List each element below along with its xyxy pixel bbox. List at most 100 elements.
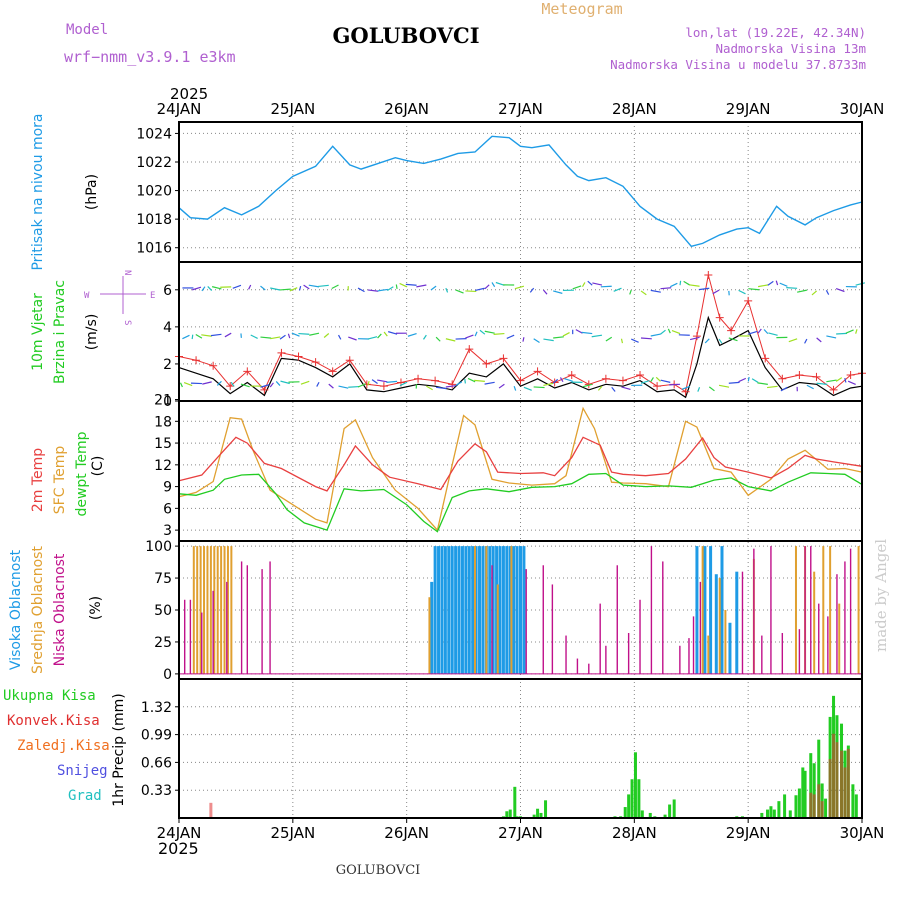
pressure-y-tick-label: 1020 <box>136 184 172 200</box>
wind-direction-arrow <box>825 290 830 295</box>
wind-direction-arrow <box>270 336 281 340</box>
wind-direction-arrow <box>640 337 652 340</box>
cloud-bar-high <box>437 546 441 674</box>
cloud-bar-mid <box>794 546 797 674</box>
wind-direction-arrow <box>386 380 398 384</box>
compass-rose: W E N S <box>84 270 155 325</box>
cloud-bar-low <box>189 599 192 674</box>
wind-y-tick-label: 0 <box>163 394 172 410</box>
wind-direction-arrow <box>572 285 582 290</box>
wind-direction-arrow <box>270 287 281 291</box>
wind-gust-mark <box>533 367 542 376</box>
wind-direction-arrow <box>788 338 798 343</box>
cloud-bar-high <box>519 546 522 674</box>
cloud-bar-mid <box>223 546 226 674</box>
wind-direction-arrow <box>309 332 320 336</box>
pressure-y-tick-label: 1018 <box>136 212 172 228</box>
precip-bar-total <box>508 809 512 818</box>
wind-direction-arrow <box>811 290 818 296</box>
coords-label: lon,lat (19.22E, 42.34N) <box>685 25 866 40</box>
wind-direction-arrow <box>553 336 564 339</box>
wind-direction-arrow <box>757 382 768 385</box>
cloud-bar-mid <box>829 546 832 674</box>
wind-direction-arrow <box>591 334 603 338</box>
wind-direction-arrow <box>747 376 750 382</box>
x-tick-label-top: 30JAN <box>840 100 885 118</box>
precip-bar-total <box>760 812 764 818</box>
cloud-bar-high <box>522 546 526 674</box>
wind-direction-arrow <box>495 281 505 286</box>
cloud-bar-mid <box>220 546 223 674</box>
cloud-side-label-low: Niska Oblacnost <box>52 553 68 666</box>
temperature-y-tick-label: 12 <box>154 458 172 474</box>
wind-direction-arrow <box>395 284 398 289</box>
precip-bar-total <box>801 767 805 818</box>
wind-direction-arrow <box>667 328 671 334</box>
temperature-y-tick-label: 18 <box>154 414 172 430</box>
precip-bar-total <box>817 739 821 818</box>
wind-direction-arrow <box>430 285 437 291</box>
precip-bar-total <box>777 801 781 818</box>
wind-direction-arrow <box>331 284 339 290</box>
year-top: 2025 <box>170 85 208 103</box>
cloud-bar-high <box>735 571 739 674</box>
wind-direction-arrow <box>587 280 593 286</box>
cloud-y-tick-label: 50 <box>154 603 172 619</box>
wind-direction-arrow <box>704 338 710 344</box>
compass-west: W <box>84 291 90 301</box>
wind-direction-arrow <box>474 287 485 292</box>
wind-gust-mark <box>653 382 662 391</box>
wind-direction-arrow <box>191 286 202 291</box>
wind-direction-arrow <box>543 338 554 342</box>
cloud-bar-low <box>525 569 527 674</box>
wind-gust-mark <box>601 374 610 383</box>
cloud-bar-high <box>471 546 475 674</box>
wind-direction-arrow <box>279 334 286 340</box>
wind-direction-arrow <box>529 287 535 293</box>
precip-legend-total: Ukupna Kisa <box>3 688 96 704</box>
compass-east: E <box>150 291 155 301</box>
wind-gust-mark <box>829 385 838 394</box>
cloud-bar-high <box>430 581 434 674</box>
cloud-bar-mid <box>192 546 195 674</box>
wind-direction-arrow <box>455 381 463 386</box>
wind-direction-arrow <box>435 336 441 342</box>
cloud-bar-low <box>741 571 744 674</box>
wind-gust-mark <box>431 376 440 385</box>
wind-gust-mark <box>761 354 770 363</box>
wind-direction-arrow <box>581 331 593 335</box>
wind-y-tick-label: 2 <box>163 357 172 373</box>
wind-direction-arrow <box>318 284 329 288</box>
precip-bar-conv <box>840 750 844 818</box>
wind-direction-arrow <box>613 287 622 292</box>
precip-bar-conv <box>809 792 813 818</box>
temperature-y-tick-label: 6 <box>163 501 172 517</box>
cloud-bar-high <box>728 622 732 674</box>
cloud-bar-low <box>246 565 248 674</box>
precip-bar-total <box>812 763 816 818</box>
cloud-bar-low <box>212 590 214 674</box>
cloud-bar-low <box>849 548 852 674</box>
cloud-bar-high <box>703 546 707 674</box>
wind-direction-arrow <box>780 386 788 392</box>
wind-direction-arrow <box>513 385 517 391</box>
cloud-bar-high <box>460 546 464 674</box>
cloud-bar-low <box>798 629 801 674</box>
wind-direction-arrow <box>592 282 603 286</box>
wind-unit: (m/s) <box>84 314 100 351</box>
wind-direction-arrow <box>269 382 274 388</box>
wind-direction-arrow <box>542 289 548 295</box>
dewpoint-line <box>178 472 863 533</box>
wind-direction-arrow <box>316 381 320 387</box>
x-tick-label-bottom: 30JAN <box>840 824 885 842</box>
x-tick-label-bottom: 26JAN <box>384 824 429 842</box>
wind-direction-arrow <box>300 380 310 385</box>
wind-direction-arrow <box>328 383 334 389</box>
wind-direction-arrow <box>465 334 474 339</box>
precip-bar-total <box>854 794 858 818</box>
wind-direction-arrow <box>855 329 858 334</box>
wind-direction-arrow <box>338 385 349 389</box>
precip-bar-conv <box>835 742 839 818</box>
precip-bar-total <box>630 779 634 818</box>
wind-direction-arrow <box>436 386 447 390</box>
